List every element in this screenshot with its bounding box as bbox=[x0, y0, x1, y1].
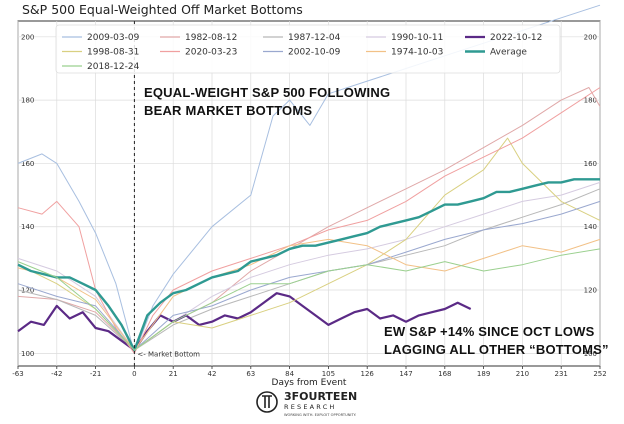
legend-label: 2009-03-09 bbox=[87, 33, 140, 43]
brand-sub: RESEARCH bbox=[284, 403, 337, 411]
series-lines bbox=[17, 4, 601, 354]
series-line-average bbox=[17, 178, 600, 352]
x-tick-label: 210 bbox=[516, 370, 529, 378]
chart-title: S&P 500 Equal-Weighted Off Market Bottom… bbox=[22, 2, 303, 17]
legend-label: Average bbox=[490, 48, 527, 58]
legend-label: 2020-03-23 bbox=[185, 48, 237, 58]
x-tick-label: 21 bbox=[169, 370, 178, 378]
series-line-2018-12-24 bbox=[17, 248, 601, 351]
legend-label: 2022-10-12 bbox=[490, 33, 542, 43]
x-tick-label: 42 bbox=[208, 370, 217, 378]
y-tick-label-left: 140 bbox=[21, 223, 34, 231]
y-tick-label-right: 180 bbox=[584, 97, 597, 105]
x-tick-label: 126 bbox=[361, 370, 375, 378]
annotation-result-line-1: EW S&P +14% SINCE OCT LOWS bbox=[384, 324, 595, 339]
brand-logo: 3FOURTEEN RESEARCH WORKING WITH. EXPLOIT… bbox=[256, 390, 357, 417]
x-tick-label: -21 bbox=[90, 370, 101, 378]
x-tick-label: 147 bbox=[399, 370, 412, 378]
y-tick-label-left: 120 bbox=[21, 287, 34, 295]
legend-label: 1990-10-11 bbox=[391, 33, 443, 43]
annotation-title-line-2: BEAR MARKET BOTTOMS bbox=[144, 103, 312, 118]
x-tick-label: 231 bbox=[555, 370, 568, 378]
legend-label: 2018-12-24 bbox=[87, 62, 140, 72]
series-line-1990-10-11 bbox=[17, 181, 601, 351]
legend: 2009-03-09 1982-08-12 1987-12-04 1990-10-11… bbox=[55, 24, 561, 74]
brand-logo-mark bbox=[262, 395, 272, 408]
x-tick-label: 168 bbox=[438, 370, 451, 378]
x-tick-label: 63 bbox=[246, 370, 255, 378]
legend-label: 1974-10-03 bbox=[391, 48, 443, 58]
legend-label: 1982-08-12 bbox=[185, 33, 237, 43]
axis-ticks: 100 100 120 120 140 140 160 160 180 180 200 200 -63 -… bbox=[12, 33, 606, 378]
x-tick-label: 84 bbox=[285, 370, 294, 378]
x-tick-label: -42 bbox=[51, 370, 62, 378]
x-tick-label: -63 bbox=[12, 370, 23, 378]
series-line-1974-10-03 bbox=[17, 238, 601, 351]
x-tick-label: 189 bbox=[477, 370, 490, 378]
market-bottom-label: <- Market Bottom bbox=[137, 350, 200, 358]
legend-label: 1987-12-04 bbox=[288, 33, 341, 43]
x-axis-label: Days from Event bbox=[272, 378, 347, 388]
series-line-2020-03-23 bbox=[17, 87, 601, 354]
annotation-result-line-2: LAGGING ALL OTHER “BOTTOMS” bbox=[384, 342, 609, 357]
x-tick-label: 0 bbox=[132, 370, 136, 378]
legend-entries: 2009-03-09 1982-08-12 1987-12-04 1990-10-11… bbox=[62, 33, 542, 72]
y-tick-label-left: 160 bbox=[21, 160, 34, 168]
legend-box bbox=[55, 24, 561, 74]
brand-tagline: WORKING WITH. EXPLOIT OPPORTUNITY. bbox=[284, 413, 357, 417]
series-line-2002-10-09 bbox=[17, 200, 601, 351]
brand-name: 3FOURTEEN bbox=[284, 390, 357, 403]
y-tick-label-left: 100 bbox=[21, 350, 34, 358]
y-tick-label-right: 140 bbox=[584, 223, 597, 231]
series-line-2022-10-12 bbox=[17, 292, 472, 352]
brand-logo-icon bbox=[256, 391, 278, 413]
legend-label: 2002-10-09 bbox=[288, 48, 341, 58]
y-tick-label-right: 100 bbox=[584, 350, 597, 358]
series-line-1982-08-12 bbox=[17, 87, 601, 351]
y-tick-label-right: 120 bbox=[584, 287, 597, 295]
annotation-title-line-1: EQUAL-WEIGHT S&P 500 FOLLOWING bbox=[144, 85, 390, 100]
x-tick-label: 105 bbox=[322, 370, 335, 378]
y-tick-label-left: 200 bbox=[21, 33, 34, 41]
x-tick-label: 252 bbox=[593, 370, 606, 378]
y-tick-label-left: 180 bbox=[21, 97, 34, 105]
y-tick-label-right: 200 bbox=[584, 33, 597, 41]
y-tick-label-right: 160 bbox=[584, 160, 597, 168]
legend-label: 1998-08-31 bbox=[87, 48, 139, 58]
